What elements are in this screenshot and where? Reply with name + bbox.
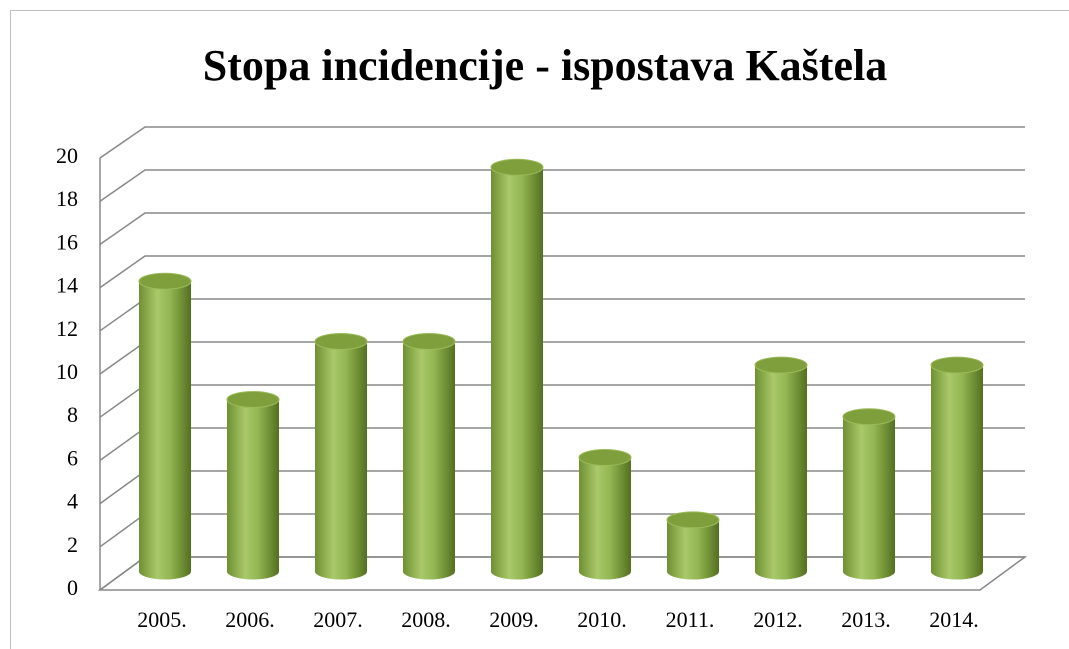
y-tick-label: 16 [56, 229, 78, 254]
y-tick-label: 6 [67, 445, 78, 470]
x-tick-label: 2008. [401, 607, 451, 632]
bar-top [490, 158, 544, 176]
grid-line [99, 298, 1025, 332]
y-tick-label: 14 [56, 273, 78, 298]
grid-line [99, 341, 1025, 375]
bar-top [138, 272, 192, 290]
x-tick-label: 2012. [753, 607, 803, 632]
y-tick-label: 20 [56, 143, 78, 168]
bar-top [226, 391, 280, 408]
bar [931, 365, 983, 580]
y-tick-label: 12 [56, 316, 78, 341]
bar-top [314, 332, 368, 350]
grid-line [99, 255, 1025, 289]
x-tick-label: 2005. [137, 607, 187, 632]
chart-border [10, 10, 1069, 649]
bar [755, 365, 807, 580]
chart-title: Stopa incidencije - ispostava Kaštela [203, 41, 887, 90]
y-tick-label: 18 [56, 186, 78, 211]
bar-top [666, 511, 720, 529]
grid-line [99, 212, 1025, 246]
x-tick-label: 2006. [225, 607, 275, 632]
bar [139, 281, 191, 580]
bar [843, 416, 895, 580]
y-tick-label: 2 [67, 532, 78, 557]
bar [491, 167, 543, 580]
bar-top [754, 356, 808, 374]
bar-top [578, 449, 632, 467]
y-tick-label: 10 [56, 359, 78, 384]
bar [579, 457, 631, 580]
y-tick-label: 0 [67, 575, 78, 600]
bar-top [930, 356, 984, 374]
bar-top [842, 408, 896, 426]
grid-line [99, 126, 1025, 159]
x-tick-label: 2014. [929, 607, 979, 632]
x-tick-label: 2007. [313, 607, 363, 632]
bar [227, 399, 279, 580]
grid-line [99, 169, 1025, 202]
x-tick-label: 2011. [666, 607, 715, 632]
y-tick-label: 4 [67, 489, 78, 514]
x-tick-label: 2010. [577, 607, 627, 632]
bar [667, 519, 719, 580]
y-tick-label: 8 [67, 402, 78, 427]
x-tick-label: 2009. [489, 607, 539, 632]
bar [403, 341, 455, 580]
x-tick-label: 2013. [841, 607, 891, 632]
bar-top [402, 332, 456, 350]
bar [315, 341, 367, 580]
